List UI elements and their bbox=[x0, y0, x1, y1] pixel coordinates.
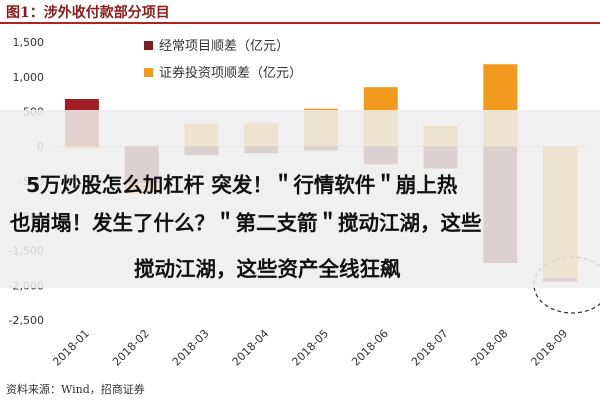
legend-swatch-series1 bbox=[144, 41, 153, 50]
x-tick-label: 2018-01 bbox=[50, 327, 92, 369]
x-tick-label: 2018-03 bbox=[170, 327, 212, 369]
x-tick-label: 2018-09 bbox=[529, 327, 571, 369]
headline-line-3: 搅动江湖，这些资产全线狂飙 bbox=[134, 257, 401, 281]
y-tick-label: 1,000 bbox=[13, 71, 45, 84]
x-axis-ticks: 2018-01 2018-02 2018-03 2018-04 2018-05 2018-… bbox=[50, 327, 570, 369]
y-tick-label: -2,500 bbox=[9, 314, 44, 327]
chart-legend: 经常项目顺差（亿元） 证券投资项顺差（亿元） bbox=[144, 39, 302, 81]
x-tick-label: 2018-06 bbox=[349, 327, 391, 369]
legend-swatch-series2 bbox=[144, 68, 153, 77]
figure-title: 图1：涉外收付款部分项目 bbox=[6, 5, 170, 21]
headline-overlay: 5万炒股怎么加杠杆 突发！＂行情软件＂崩上热 也崩塌！发生了什么？＂第二支箭＂搅… bbox=[0, 110, 600, 288]
headline-line-2: 也崩塌！发生了什么？＂第二支箭＂搅动江湖，这些 bbox=[10, 211, 482, 235]
x-tick-label: 2018-05 bbox=[289, 327, 331, 369]
title-rule bbox=[0, 22, 600, 24]
x-tick-label: 2018-08 bbox=[469, 327, 511, 369]
y-tick-label: 1,500 bbox=[13, 36, 45, 49]
x-tick-label: 2018-04 bbox=[230, 327, 272, 369]
source-note: 资料来源：Wind，招商证券 bbox=[6, 383, 145, 396]
headline-line-1: 5万炒股怎么加杠杆 突发！＂行情软件＂崩上热 bbox=[26, 173, 458, 197]
legend-label-series1: 经常项目顺差（亿元） bbox=[159, 39, 289, 54]
x-tick-label: 2018-07 bbox=[409, 327, 451, 369]
legend-label-series2: 证券投资项顺差（亿元） bbox=[159, 65, 302, 81]
x-tick-label: 2018-02 bbox=[110, 327, 152, 369]
